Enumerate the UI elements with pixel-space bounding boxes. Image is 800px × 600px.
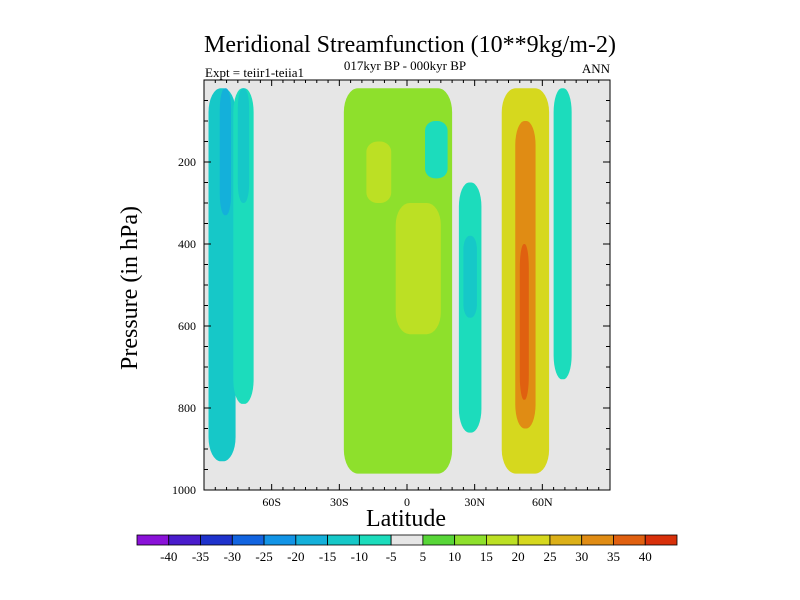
colorbar-swatch: [581, 534, 614, 546]
colorbar-label: 20: [512, 549, 525, 564]
y-tick-label: 400: [178, 237, 196, 251]
field-region-8: [425, 121, 448, 179]
x-tick-label: 60S: [262, 495, 281, 509]
chart-subtitle: 017kyr BP - 000kyr BP: [344, 58, 466, 73]
colorbar-swatch: [644, 534, 678, 546]
colorbar-label: 15: [480, 549, 493, 564]
field-region-2: [219, 88, 232, 216]
colorbar-swatch: [422, 534, 456, 546]
colorbar-label: -20: [287, 549, 304, 564]
colorbar-label: 30: [575, 549, 588, 564]
colorbar-swatch: [200, 534, 233, 546]
x-tick-label: 30N: [464, 495, 485, 509]
field-region-7: [395, 203, 441, 335]
y-tick-label: 200: [178, 155, 196, 169]
chart-title: Meridional Streamfunction (10**9kg/m-2): [204, 32, 616, 58]
colorbar-label: 40: [639, 549, 652, 564]
colorbar-swatch: [454, 534, 487, 546]
field-region-4: [237, 88, 250, 203]
x-axis-label: Latitude: [366, 506, 446, 532]
colorbar-swatch: [613, 534, 646, 546]
colorbar-swatch: [168, 534, 201, 546]
colorbar: -40 -35 -30 -25 -20 -15 -10 -5 5 10 15 20 25 30 35 40: [136, 534, 678, 564]
colorbar-label: -35: [192, 549, 209, 564]
colorbar-label: -30: [224, 549, 241, 564]
colorbar-label: 5: [420, 549, 427, 564]
colorbar-label: -15: [319, 549, 336, 564]
field-region-14: [553, 88, 572, 380]
x-tick-label: 30S: [330, 495, 349, 509]
colorbar-label: -10: [351, 549, 368, 564]
experiment-label: Expt = teiir1-teiia1: [205, 65, 304, 80]
colorbar-swatch: [136, 534, 170, 546]
colorbar-swatch: [327, 534, 360, 546]
y-tick-label: 1000: [172, 483, 196, 497]
colorbar-swatch: [263, 534, 297, 546]
colorbar-swatch: [295, 534, 328, 546]
field-region-6: [366, 141, 392, 203]
colorbar-label: 25: [543, 549, 556, 564]
colorbar-swatch: [231, 534, 265, 546]
field-region-10: [463, 235, 477, 318]
colorbar-label: -40: [160, 549, 177, 564]
x-tick-label: 60N: [532, 495, 553, 509]
colorbar-swatch: [390, 534, 424, 546]
field-region-13: [519, 244, 529, 400]
colorbar-label: 35: [607, 549, 620, 564]
colorbar-swatch: [549, 534, 583, 546]
x-tick-label: 0: [404, 495, 410, 509]
y-tick-label: 600: [178, 319, 196, 333]
y-axis-label: Pressure (in hPa): [117, 206, 143, 370]
colorbar-label: -5: [386, 549, 397, 564]
season-label: ANN: [582, 61, 611, 76]
colorbar-label: -25: [255, 549, 272, 564]
colorbar-swatch: [358, 534, 392, 546]
y-tick-label: 800: [178, 401, 196, 415]
plot-area: 60S 30S 0 30N 60N 200 400 600 800 1000: [172, 79, 611, 509]
colorbar-swatch: [486, 534, 519, 546]
colorbar-swatch: [517, 534, 551, 546]
colorbar-label: 10: [448, 549, 461, 564]
